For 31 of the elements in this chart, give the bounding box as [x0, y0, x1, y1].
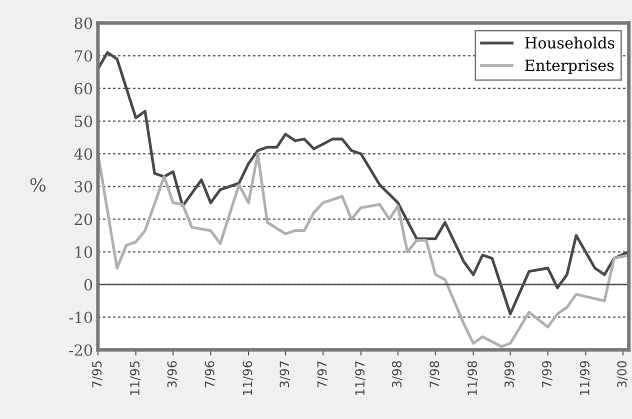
x-tick-label: 11/99	[580, 361, 590, 395]
x-tick-label: 7/96	[204, 361, 216, 388]
y-tick-label: -10	[69, 312, 92, 324]
x-tick-label: 3/97	[280, 361, 290, 388]
y-tick-label: 70	[74, 50, 92, 62]
y-tick-label: 20	[74, 214, 92, 226]
x-tick-label: 3/99	[504, 361, 515, 388]
y-tick-label: 30	[74, 180, 92, 192]
x-tick-label: 11/97	[355, 361, 366, 395]
legend-label: Enterprises	[525, 60, 614, 74]
x-tick-label: 3/96	[167, 361, 178, 388]
line-series	[98, 152, 629, 348]
x-tick-label: 7/97	[317, 361, 328, 388]
y-tick-label: 60	[74, 82, 92, 94]
y-tick-label: 50	[74, 116, 92, 128]
x-tick-label: 3/98	[392, 361, 402, 388]
legend-label: Households	[525, 36, 614, 49]
x-tick-label: 11/96	[242, 361, 254, 395]
y-tick-label: 40	[74, 148, 92, 160]
x-tick-label: 11/98	[468, 361, 478, 395]
x-tick-label: 3/00	[617, 361, 628, 388]
x-tick-label: 7/98	[430, 361, 440, 388]
y-tick-label: 10	[76, 246, 92, 258]
y-tick-label: -20	[69, 344, 92, 356]
x-tick-label: 7/99	[542, 361, 552, 388]
line-series	[98, 51, 629, 316]
y-tick-label: 0	[84, 278, 92, 291]
x-tick-label: 11/95	[130, 361, 140, 395]
y-tick-label: 80	[74, 18, 92, 30]
x-tick-label: 7/95	[92, 361, 103, 388]
y-axis-title: %	[30, 178, 46, 192]
